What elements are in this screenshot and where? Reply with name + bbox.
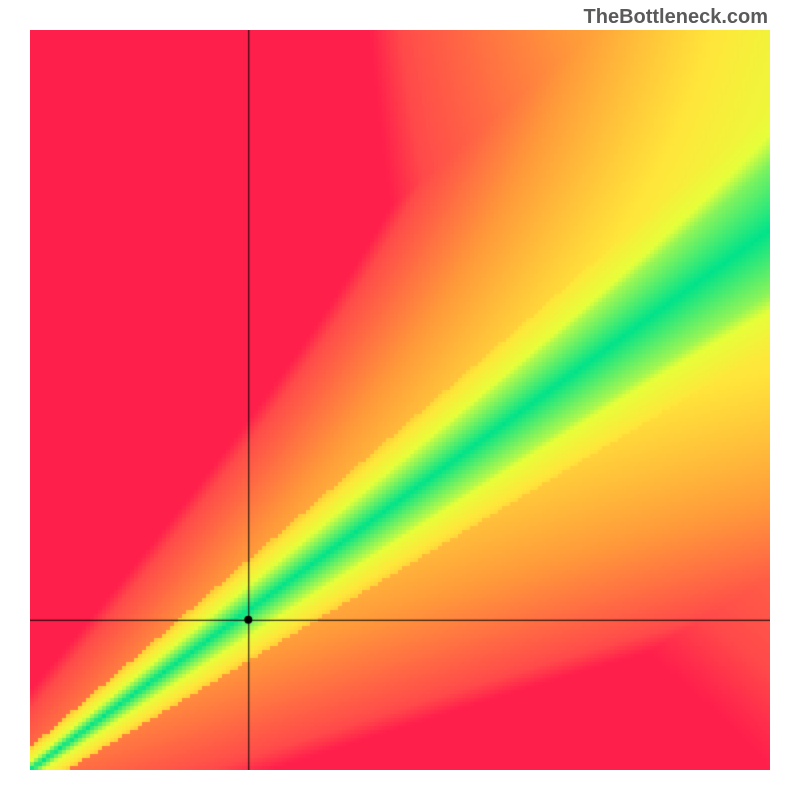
bottleneck-heatmap — [30, 30, 770, 770]
heatmap-canvas — [30, 30, 770, 770]
watermark-text: TheBottleneck.com — [584, 6, 768, 29]
